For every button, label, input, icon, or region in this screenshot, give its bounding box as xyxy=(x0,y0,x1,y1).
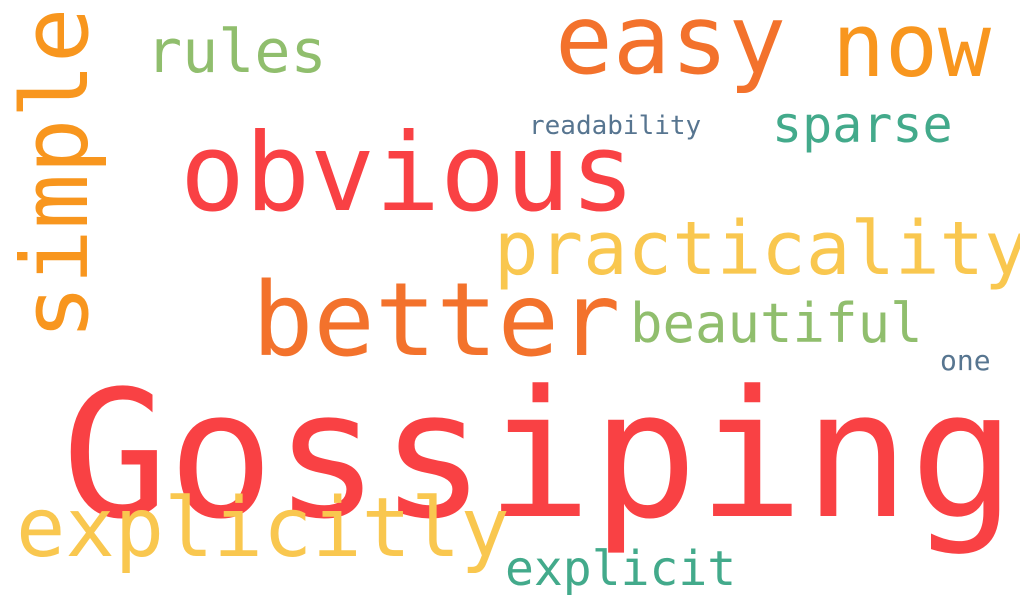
word-beautiful: beautiful xyxy=(630,292,923,355)
word-gossiping: Gossiping xyxy=(62,353,1016,558)
word-easy: easy xyxy=(555,0,787,96)
word-obvious: obvious xyxy=(180,111,636,236)
word-sparse: sparse xyxy=(772,96,953,154)
word-readability: readability xyxy=(529,111,702,141)
word-better: better xyxy=(252,261,621,380)
word-explicit: explicit xyxy=(505,541,737,597)
word-practicality: practicality xyxy=(494,206,1020,292)
word-now: now xyxy=(832,0,991,97)
word-simple: simple xyxy=(2,8,109,341)
word-explicitly: explicitly xyxy=(16,481,510,576)
word-rules: rules xyxy=(146,17,327,87)
word-one: one xyxy=(940,344,991,377)
